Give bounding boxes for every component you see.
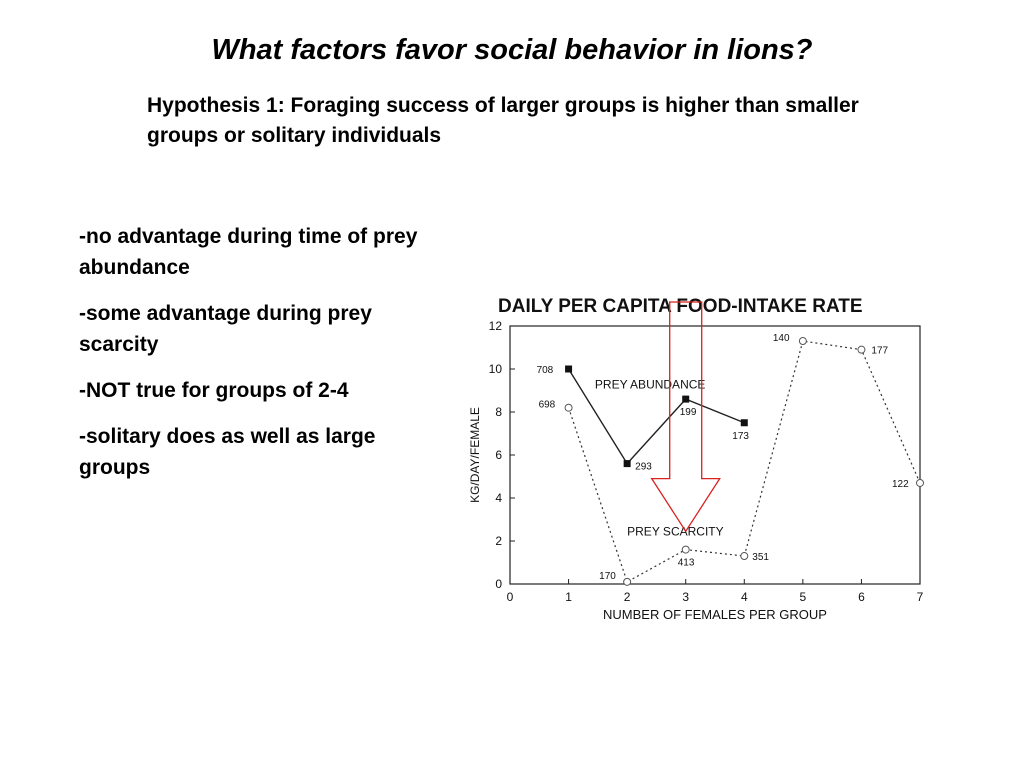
- y-tick-label: 6: [495, 448, 502, 462]
- data-point-prey-abundance: [565, 365, 573, 373]
- slide-title: What factors favor social behavior in li…: [211, 34, 813, 66]
- x-tick-label: 1: [565, 590, 572, 604]
- x-tick-label: 2: [624, 590, 631, 604]
- data-label-prey-abundance: 199: [680, 407, 697, 418]
- data-point-prey-abundance: [623, 460, 631, 468]
- data-label-prey-abundance: 293: [635, 462, 652, 473]
- x-tick-label: 4: [741, 590, 748, 604]
- food-intake-chart: DAILY PER CAPITA FOOD-INTAKE RATE KG/DAY…: [468, 296, 924, 622]
- data-point-prey-abundance: [740, 419, 748, 427]
- data-label-prey-scarcity: 413: [678, 558, 695, 569]
- bullet-item: -no advantage during time of prey abunda…: [79, 225, 418, 279]
- x-tick-label: 5: [800, 590, 807, 604]
- data-point-prey-scarcity: [564, 403, 573, 412]
- data-label-prey-scarcity: 351: [752, 552, 769, 563]
- bullet-list: -no advantage during time of prey abunda…: [79, 221, 424, 498]
- y-tick-label: 10: [489, 362, 503, 376]
- x-tick-label: 6: [858, 590, 865, 604]
- data-point-prey-scarcity: [681, 545, 690, 554]
- data-label-prey-scarcity: 170: [599, 571, 616, 582]
- bullet-item: -solitary does as well as large groups: [79, 425, 376, 479]
- chart-title: DAILY PER CAPITA FOOD-INTAKE RATE: [498, 296, 863, 317]
- bullet-item: -NOT true for groups of 2-4: [79, 379, 349, 402]
- y-tick-label: 4: [495, 491, 502, 505]
- plot-frame: [509, 325, 921, 585]
- data-label-prey-abundance: 173: [732, 431, 749, 442]
- data-point-prey-scarcity: [623, 577, 632, 586]
- y-tick-label: 8: [495, 405, 502, 419]
- y-tick-label: 0: [495, 577, 502, 591]
- hypothesis-text: Hypothesis 1: Foraging success of larger…: [147, 94, 859, 147]
- x-tick-label: 7: [917, 590, 924, 604]
- x-tick-label: 3: [682, 590, 689, 604]
- data-label-prey-scarcity: 177: [871, 346, 888, 357]
- bullet-item: -some advantage during prey scarcity: [79, 302, 372, 356]
- data-point-prey-scarcity: [857, 345, 866, 354]
- series-line-prey-abundance: [567, 368, 745, 465]
- data-label-prey-scarcity: 122: [892, 479, 909, 490]
- series-label-prey-scarcity: PREY SCARCITY: [627, 525, 723, 539]
- data-label-prey-scarcity: 698: [539, 400, 556, 411]
- y-tick-label: 12: [489, 319, 503, 333]
- data-point-prey-scarcity: [916, 478, 924, 487]
- data-label-prey-abundance: 708: [537, 365, 554, 376]
- series-label-prey-abundance: PREY ABUNDANCE: [595, 377, 705, 391]
- x-tick-label: 0: [507, 590, 514, 604]
- data-point-prey-scarcity: [740, 552, 749, 561]
- annotation-arrow: [650, 301, 721, 533]
- data-point-prey-scarcity: [798, 337, 807, 346]
- y-tick-label: 2: [495, 534, 502, 548]
- data-label-prey-scarcity: 140: [773, 333, 790, 344]
- y-axis-label: KG/DAY/FEMALE: [468, 407, 482, 503]
- data-point-prey-abundance: [682, 395, 690, 403]
- x-axis-label: NUMBER OF FEMALES PER GROUP: [603, 607, 827, 622]
